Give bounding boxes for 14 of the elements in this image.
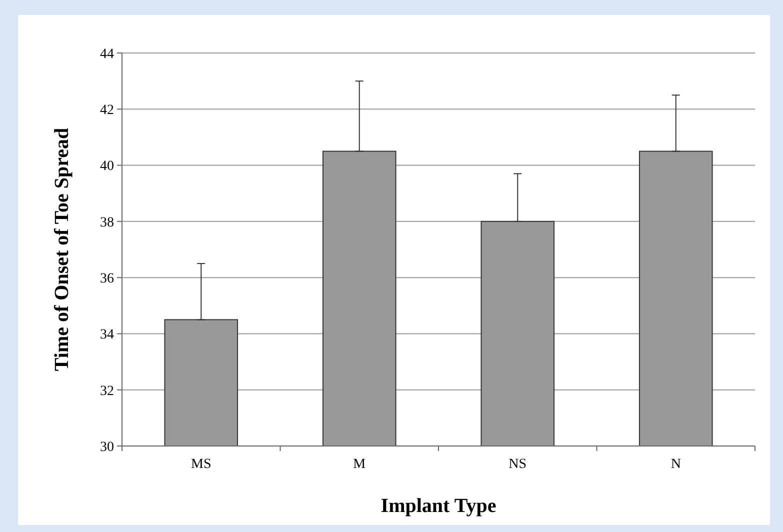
y-tick-label: 34 [100, 328, 114, 343]
y-tick-label: 40 [100, 159, 114, 174]
y-tick-label: 36 [100, 271, 114, 286]
x-tick-label: MS [191, 457, 212, 472]
x-tick-label: NS [508, 457, 527, 472]
x-tick-label: M [353, 457, 366, 472]
x-tick-label: N [670, 457, 681, 472]
y-tick-label: 30 [100, 440, 114, 455]
y-tick-label: 44 [100, 46, 114, 62]
y-tick-label: 38 [100, 215, 114, 230]
y-axis-title: Time of Onset of Toe Spread [51, 128, 73, 372]
x-axis-title: Implant Type [380, 495, 496, 517]
y-tick-label: 42 [100, 103, 114, 118]
y-tick-label: 32 [100, 384, 114, 399]
